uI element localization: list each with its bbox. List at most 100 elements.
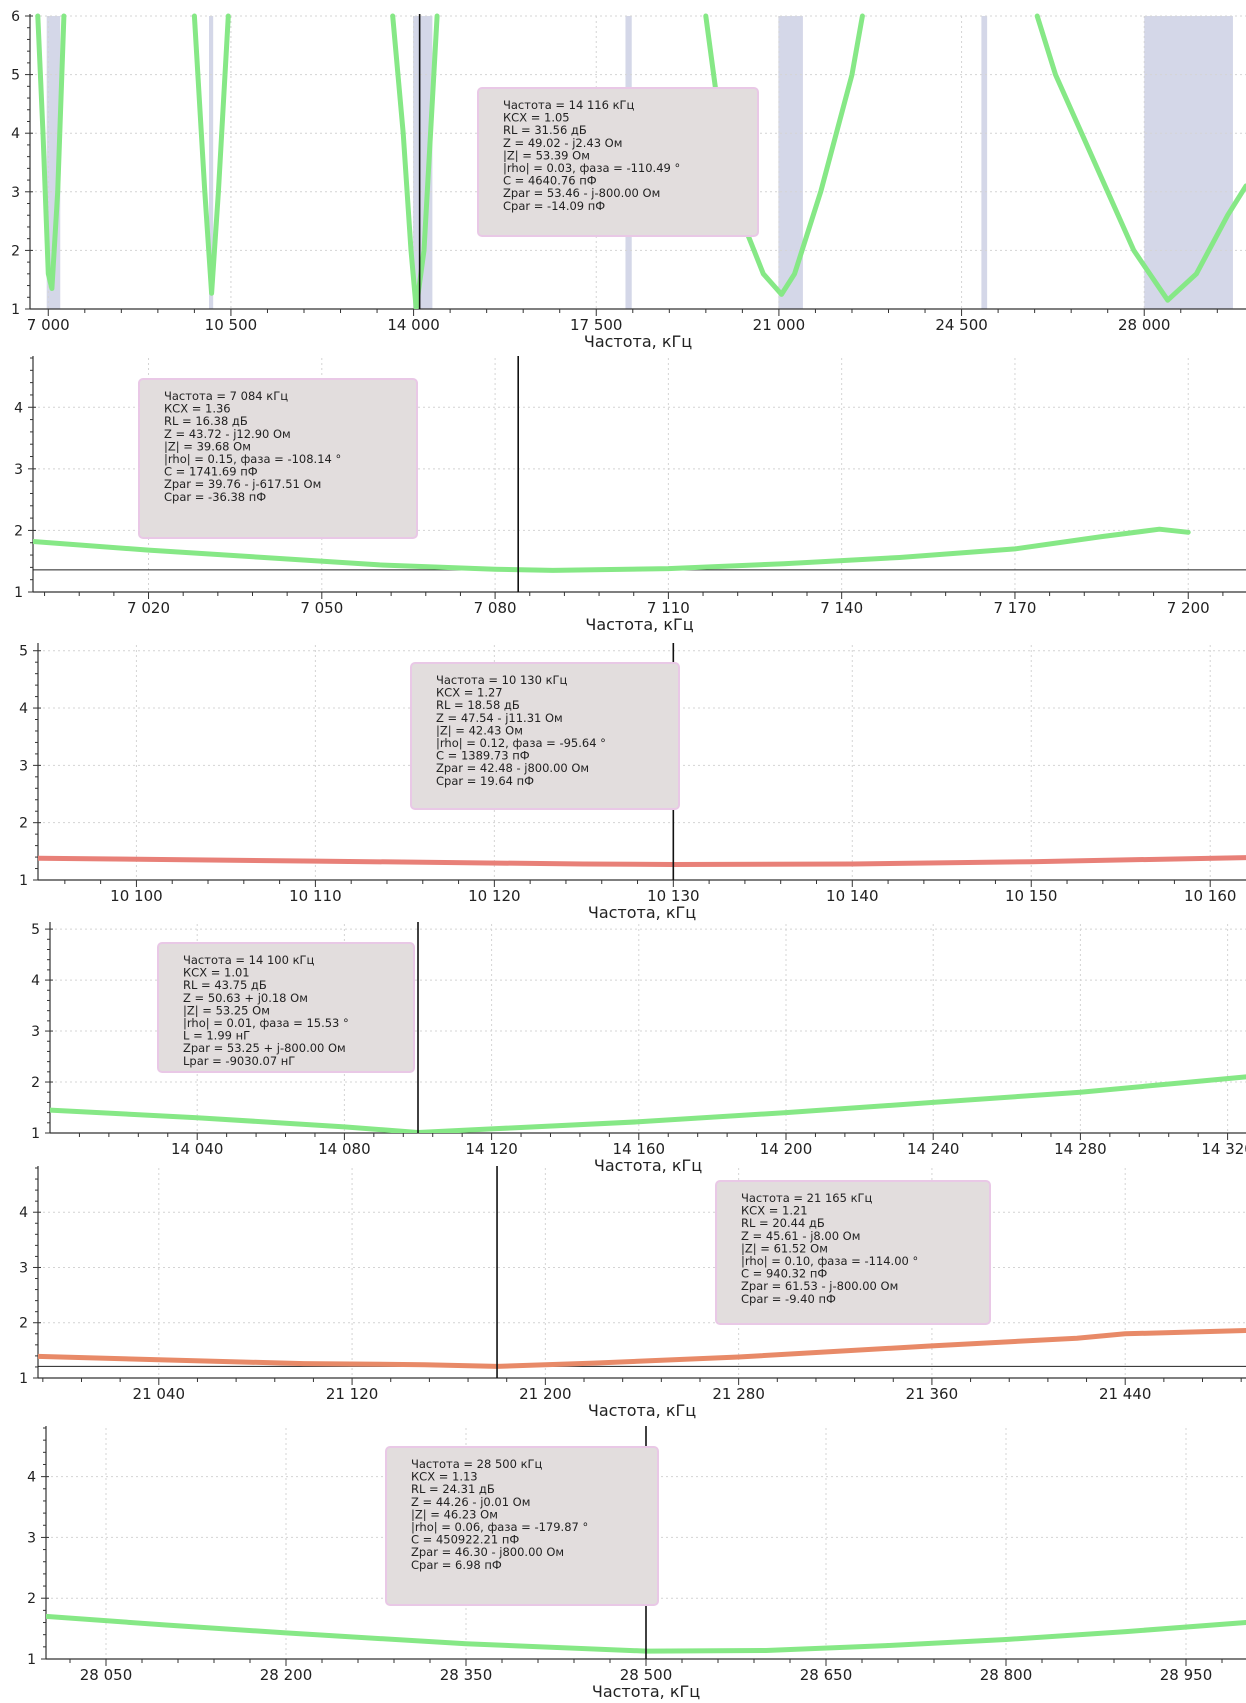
info-line: Zpar = 46.30 - j800.00 Ом — [411, 1545, 564, 1559]
info-line: RL = 43.75 дБ — [183, 978, 267, 992]
info-line: L = 1.99 нГ — [183, 1029, 250, 1043]
x-axis-label: Частота, кГц — [588, 903, 696, 922]
x-tick-label: 7 140 — [820, 599, 863, 617]
y-tick-label: 5 — [31, 922, 40, 938]
info-line: КСХ = 1.05 — [503, 111, 570, 125]
x-tick-label: 21 280 — [712, 1385, 765, 1403]
x-tick-label: 10 160 — [1184, 887, 1237, 905]
info-line: Частота = 21 165 кГц — [741, 1191, 873, 1205]
x-tick-label: 7 050 — [300, 599, 343, 617]
info-line: C = 450922.21 пФ — [411, 1533, 519, 1547]
info-line: Z = 47.54 - j11.31 Ом — [436, 711, 563, 725]
swr-series-line-1 — [50, 1074, 1246, 1133]
swr-series-line-1 — [38, 1328, 1246, 1369]
info-line: |rho| = 0.10, фаза = -114.00 ° — [741, 1254, 918, 1268]
y-tick-label: 2 — [19, 1316, 28, 1332]
x-tick-label: 24 500 — [935, 316, 988, 334]
y-tick-label: 4 — [19, 1205, 28, 1221]
info-line: Zpar = 42.48 - j800.00 Ом — [436, 761, 589, 775]
info-line: |rho| = 0.12, фаза = -95.64 ° — [436, 736, 606, 750]
info-line: Z = 50.63 + j0.18 Ом — [183, 991, 308, 1005]
info-line: Частота = 10 130 кГц — [436, 673, 568, 687]
x-tick-label: 14 000 — [387, 316, 440, 334]
swr-series-line-2 — [191, 13, 231, 296]
info-line: RL = 18.58 дБ — [436, 698, 520, 712]
x-tick-label: 7 200 — [1167, 599, 1210, 617]
x-tick-label: 7 000 — [27, 316, 70, 334]
x-tick-label: 28 500 — [620, 1666, 673, 1684]
x-tick-label: 14 240 — [907, 1140, 960, 1158]
x-tick-label: 21 040 — [133, 1385, 186, 1403]
info-line: Zpar = 53.25 + j-800.00 Ом — [183, 1041, 346, 1055]
swr-series-line-1 — [33, 526, 1191, 573]
x-tick-label: 10 100 — [110, 887, 163, 905]
x-tick-label: 7 080 — [474, 599, 517, 617]
info-line: Z = 43.72 - j12.90 Ом — [164, 427, 291, 441]
info-line: Cpar = -14.09 пФ — [503, 199, 605, 213]
x-tick-label: 28 650 — [800, 1666, 853, 1684]
x-tick-label: 28 000 — [1118, 316, 1171, 334]
info-line: |Z| = 42.43 Ом — [436, 723, 523, 737]
band-6 — [981, 16, 988, 309]
x-tick-label: 7 170 — [993, 599, 1036, 617]
y-tick-label: 2 — [31, 1075, 40, 1091]
y-tick-label: 3 — [19, 1260, 28, 1276]
band-7 — [1144, 16, 1233, 309]
info-line: |rho| = 0.01, фаза = 15.53 ° — [183, 1016, 349, 1030]
y-tick-label: 1 — [19, 1371, 28, 1387]
x-axis-label: Частота, кГц — [592, 1682, 700, 1701]
y-tick-label: 2 — [14, 523, 23, 539]
info-line: Cpar = 6.98 пФ — [411, 1558, 502, 1572]
info-line: Z = 44.26 - j0.01 Ом — [411, 1495, 530, 1509]
y-tick-label: 4 — [11, 126, 20, 142]
chart-panel-3: 1 2 3 4 5 10 100 10 110 10 120 10 130 10 140 10 15… — [19, 643, 1246, 922]
swr-series-line-3 — [390, 13, 440, 309]
info-line: Lpar = -9030.07 нГ — [183, 1054, 295, 1068]
x-tick-label: 21 440 — [1099, 1385, 1152, 1403]
y-tick-label: 2 — [11, 243, 20, 259]
x-tick-label: 21 360 — [906, 1385, 959, 1403]
x-tick-label: 14 200 — [760, 1140, 813, 1158]
x-tick-label: 14 320 — [1201, 1140, 1246, 1158]
chart-panel-4: 1 2 3 4 5 14 040 14 080 14 120 14 160 14 200 14 24… — [31, 922, 1246, 1175]
x-tick-label: 14 160 — [613, 1140, 666, 1158]
info-line: Частота = 7 084 кГц — [164, 389, 288, 403]
info-line: КСХ = 1.13 — [411, 1470, 478, 1484]
chart-panel-5: 1 2 3 4 21 040 21 120 21 200 21 280 21 360 21 440… — [19, 1166, 1246, 1420]
y-tick-label: 2 — [19, 816, 28, 832]
info-line: КСХ = 1.01 — [183, 966, 250, 980]
y-tick-label: 5 — [19, 644, 28, 660]
chart-panel-6: 1 2 3 4 28 050 28 200 28 350 28 500 28 650 28 800… — [27, 1426, 1246, 1701]
info-box — [157, 942, 415, 1073]
y-tick-label: 3 — [11, 185, 20, 201]
x-tick-label: 14 280 — [1054, 1140, 1107, 1158]
info-line: Частота = 14 100 кГц — [183, 953, 315, 967]
info-line: Zpar = 61.53 - j-800.00 Ом — [741, 1279, 898, 1293]
x-tick-label: 28 800 — [980, 1666, 1033, 1684]
info-line: КСХ = 1.36 — [164, 402, 231, 416]
x-tick-label: 14 120 — [465, 1140, 518, 1158]
x-tick-label: 14 080 — [318, 1140, 371, 1158]
info-line: |Z| = 61.52 Ом — [741, 1241, 828, 1255]
info-line: RL = 20.44 дБ — [741, 1216, 825, 1230]
swr-series-line-5 — [1034, 13, 1246, 303]
x-tick-label: 28 050 — [80, 1666, 133, 1684]
info-line: RL = 16.38 дБ — [164, 414, 248, 428]
info-box — [477, 87, 759, 237]
info-line: Частота = 28 500 кГц — [411, 1457, 543, 1471]
x-tick-label: 10 130 — [647, 887, 700, 905]
info-line: |Z| = 53.25 Ом — [183, 1003, 270, 1017]
y-tick-label: 3 — [19, 758, 28, 774]
x-tick-label: 10 150 — [1005, 887, 1058, 905]
grid — [38, 1168, 1246, 1379]
x-axis-label: Частота, кГц — [594, 1156, 702, 1175]
info-box — [138, 378, 418, 539]
info-line: C = 1389.73 пФ — [436, 749, 530, 763]
info-line: |rho| = 0.06, фаза = -179.87 ° — [411, 1520, 588, 1534]
x-tick-label: 21 200 — [519, 1385, 572, 1403]
y-tick-label: 4 — [27, 1470, 36, 1486]
y-tick-label: 4 — [19, 701, 28, 717]
info-line: Cpar = -36.38 пФ — [164, 490, 266, 504]
info-line: C = 940.32 пФ — [741, 1267, 827, 1281]
info-line: |Z| = 53.39 Ом — [503, 148, 590, 162]
